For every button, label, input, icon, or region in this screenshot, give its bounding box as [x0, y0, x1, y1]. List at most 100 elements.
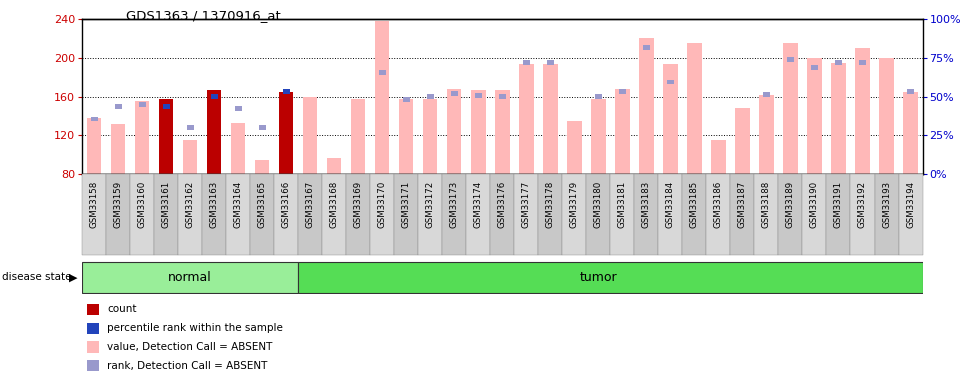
- Bar: [850, 174, 874, 255]
- Text: GSM33183: GSM33183: [641, 181, 651, 228]
- Bar: [519, 64, 533, 174]
- Bar: [595, 94, 602, 99]
- Bar: [255, 160, 270, 174]
- Bar: [159, 99, 173, 174]
- Bar: [787, 57, 794, 62]
- Text: GSM33160: GSM33160: [137, 181, 147, 228]
- Bar: [327, 158, 341, 174]
- Text: GSM33180: GSM33180: [594, 181, 603, 228]
- Bar: [907, 89, 914, 94]
- Bar: [827, 174, 850, 255]
- Bar: [162, 104, 170, 109]
- Bar: [903, 92, 918, 174]
- Text: GSM33172: GSM33172: [426, 181, 435, 228]
- Text: GSM33168: GSM33168: [329, 181, 339, 228]
- Text: GSM33167: GSM33167: [305, 181, 315, 228]
- Text: GSM33192: GSM33192: [858, 181, 867, 228]
- Bar: [250, 174, 274, 255]
- Text: GSM33166: GSM33166: [282, 181, 291, 228]
- Bar: [394, 174, 418, 255]
- Text: GSM33181: GSM33181: [618, 181, 627, 228]
- Bar: [82, 174, 106, 255]
- Text: GSM33189: GSM33189: [786, 181, 795, 228]
- Bar: [498, 94, 506, 99]
- Bar: [298, 262, 923, 292]
- Bar: [611, 174, 635, 255]
- Bar: [898, 174, 923, 255]
- Text: GSM33165: GSM33165: [258, 181, 267, 228]
- Bar: [735, 108, 750, 174]
- Bar: [514, 174, 538, 255]
- Text: tumor: tumor: [580, 271, 617, 284]
- Bar: [808, 58, 822, 174]
- Bar: [667, 80, 674, 84]
- Bar: [130, 174, 155, 255]
- Bar: [491, 174, 514, 255]
- Text: GSM33169: GSM33169: [354, 181, 363, 228]
- Text: GSM33194: GSM33194: [906, 181, 915, 228]
- Bar: [835, 60, 842, 65]
- Bar: [754, 174, 779, 255]
- Bar: [619, 89, 626, 94]
- Bar: [642, 45, 650, 50]
- Bar: [351, 99, 365, 174]
- Bar: [523, 60, 530, 65]
- Text: GSM33173: GSM33173: [450, 181, 459, 228]
- Text: GSM33159: GSM33159: [114, 181, 123, 228]
- Text: GSM33187: GSM33187: [738, 181, 747, 228]
- Bar: [135, 101, 150, 174]
- Bar: [562, 174, 586, 255]
- Text: rank, Detection Call = ABSENT: rank, Detection Call = ABSENT: [107, 361, 268, 370]
- Bar: [274, 174, 298, 255]
- Text: count: count: [107, 304, 137, 314]
- Bar: [375, 21, 389, 174]
- Bar: [567, 121, 582, 174]
- Bar: [259, 125, 266, 130]
- Bar: [467, 174, 491, 255]
- Bar: [178, 174, 202, 255]
- Bar: [186, 125, 194, 130]
- Bar: [779, 174, 803, 255]
- Bar: [399, 99, 413, 174]
- Bar: [496, 90, 509, 174]
- Bar: [783, 43, 798, 174]
- Text: GSM33185: GSM33185: [690, 181, 699, 228]
- Text: GSM33188: GSM33188: [762, 181, 771, 228]
- Text: GSM33174: GSM33174: [473, 181, 483, 228]
- Bar: [711, 140, 725, 174]
- Text: percentile rank within the sample: percentile rank within the sample: [107, 323, 283, 333]
- Bar: [423, 99, 438, 174]
- Bar: [538, 174, 562, 255]
- Text: GSM33177: GSM33177: [522, 181, 531, 228]
- Bar: [87, 118, 101, 174]
- Text: value, Detection Call = ABSENT: value, Detection Call = ABSENT: [107, 342, 272, 352]
- Bar: [283, 89, 290, 94]
- Bar: [471, 90, 486, 174]
- Text: GDS1363 / 1370916_at: GDS1363 / 1370916_at: [126, 9, 280, 22]
- Text: disease state: disease state: [2, 273, 71, 282]
- Bar: [235, 106, 242, 111]
- Text: GSM33186: GSM33186: [714, 181, 723, 228]
- Bar: [279, 92, 294, 174]
- Bar: [155, 174, 178, 255]
- Bar: [418, 174, 442, 255]
- Bar: [427, 94, 434, 99]
- Bar: [115, 104, 122, 109]
- Bar: [323, 174, 346, 255]
- Text: GSM33193: GSM33193: [882, 181, 891, 228]
- Bar: [370, 174, 394, 255]
- Bar: [91, 117, 98, 122]
- Bar: [547, 60, 554, 65]
- Bar: [202, 174, 226, 255]
- Text: GSM33163: GSM33163: [210, 181, 218, 228]
- Bar: [474, 93, 482, 98]
- Text: GSM33164: GSM33164: [234, 181, 242, 228]
- Bar: [207, 90, 221, 174]
- Text: GSM33162: GSM33162: [185, 181, 195, 228]
- Bar: [543, 64, 557, 174]
- Bar: [635, 174, 659, 255]
- Text: GSM33178: GSM33178: [546, 181, 554, 228]
- Bar: [211, 94, 217, 99]
- Text: GSM33190: GSM33190: [810, 181, 819, 228]
- Bar: [879, 58, 894, 174]
